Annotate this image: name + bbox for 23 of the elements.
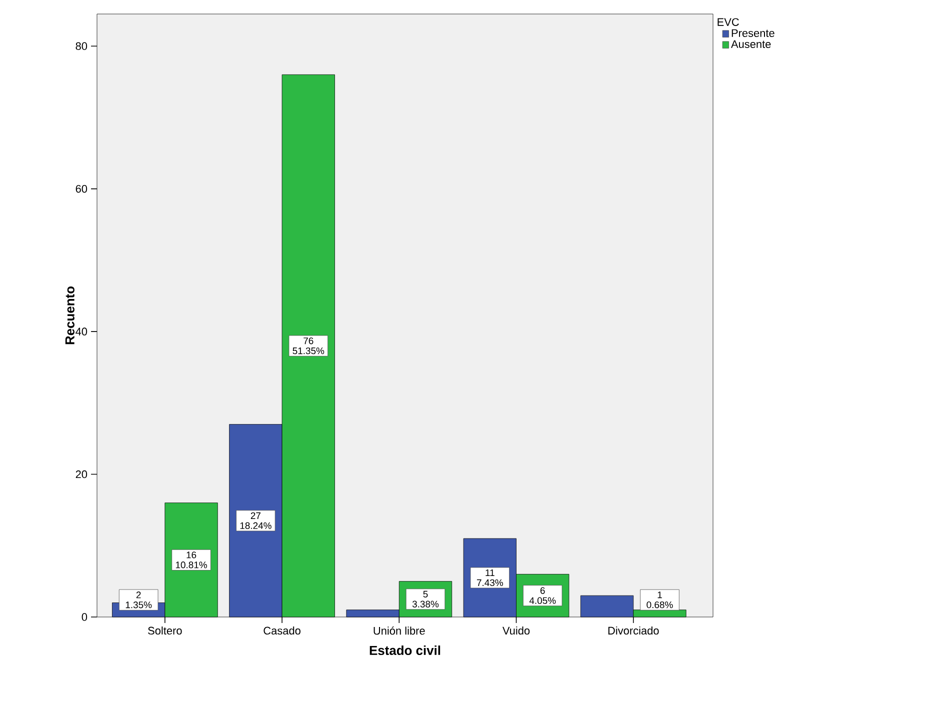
data-label: 5 3.38% xyxy=(412,590,439,608)
data-label: 27 18.24% xyxy=(240,512,272,529)
y-tick-label: 80 xyxy=(76,42,88,50)
x-tick-label: Vuido xyxy=(502,626,530,635)
data-label: 6 4.05% xyxy=(529,587,556,604)
y-tick-label: 0 xyxy=(82,613,88,621)
y-tick-label: 40 xyxy=(76,328,88,336)
x-tick-label: Soltero xyxy=(148,626,182,635)
y-axis-title: Recuento xyxy=(65,286,74,344)
x-axis-title: Estado civil xyxy=(370,645,440,656)
legend-label: Presente xyxy=(732,29,774,37)
legend-title: EVC xyxy=(718,18,739,26)
y-tick-label: 20 xyxy=(76,470,88,478)
data-label: 11 7.43% xyxy=(476,569,503,586)
x-tick-label: Divorciado xyxy=(608,626,659,635)
data-label: 2 1.35% xyxy=(126,592,152,608)
data-label: 1 0.68% xyxy=(646,592,673,608)
x-tick-label: Unión libre xyxy=(374,626,425,635)
data-label: 16 10.81% xyxy=(176,552,207,568)
data-label: 76 51.35% xyxy=(292,337,324,354)
y-tick-label: 60 xyxy=(76,184,88,193)
x-tick-label: Casado xyxy=(264,626,300,635)
legend-label: Ausente xyxy=(730,40,771,48)
